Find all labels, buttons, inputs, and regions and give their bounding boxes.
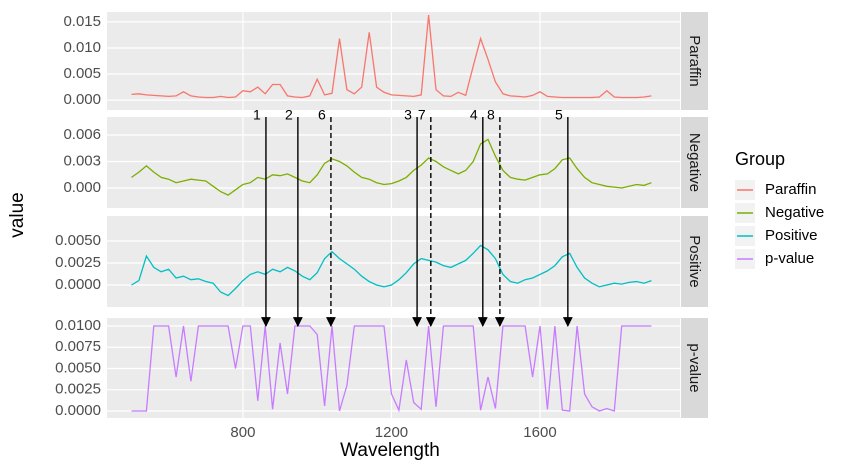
strip-background: [681, 117, 708, 208]
annotation-label: 7: [418, 107, 426, 123]
strip-background: [681, 318, 708, 418]
x-tick-label: 1200: [375, 424, 408, 441]
series-line: [131, 138, 652, 196]
series-line: [131, 244, 652, 297]
legend-label: Negative: [765, 204, 824, 221]
y-tick-label: 0.0000: [55, 276, 101, 293]
y-tick-label: 0.000: [63, 179, 101, 196]
x-axis-title: Wavelength: [340, 440, 440, 461]
annotation-label: 3: [404, 107, 412, 123]
y-tick-label: 0.005: [63, 65, 101, 82]
y-tick-label: 0.003: [63, 152, 101, 169]
strip-label: Paraffin: [686, 35, 703, 86]
annotation-label: 5: [555, 107, 563, 123]
legend-label: Positive: [765, 227, 818, 244]
y-axis-title: value: [7, 192, 28, 237]
y-tick-label: 0.0000: [55, 402, 101, 419]
y-tick-label: 0.0025: [55, 254, 101, 271]
y-tick-label: 0.015: [63, 13, 101, 30]
series-line: [131, 325, 652, 413]
x-tick-label: 800: [230, 424, 255, 441]
y-tick-label: 0.006: [63, 126, 101, 143]
y-tick-label: 0.010: [63, 39, 101, 56]
strip-background: [681, 12, 708, 110]
strip-label: Negative: [686, 133, 703, 192]
y-tick-label: 0.0100: [55, 317, 101, 334]
annotation-label: 8: [487, 107, 495, 123]
y-tick-label: 0.0025: [55, 381, 101, 398]
annotation-label: 2: [285, 107, 293, 123]
x-tick-label: 1600: [523, 424, 556, 441]
y-tick-label: 0.0050: [55, 232, 101, 249]
panel-background: [107, 216, 680, 307]
series-line: [131, 15, 652, 99]
strip-background: [681, 216, 708, 307]
annotation-label: 6: [318, 107, 326, 123]
annotation-label: 4: [470, 107, 478, 123]
legend-label: Paraffin: [765, 181, 816, 198]
strip-label: Positive: [686, 235, 703, 288]
legend-label: p-value: [765, 250, 814, 267]
annotation-label: 1: [253, 107, 261, 123]
panel-background: [107, 117, 680, 208]
panel-background: [107, 12, 680, 110]
strip-label: p-value: [686, 343, 703, 392]
y-tick-label: 0.0075: [55, 338, 101, 355]
y-tick-label: 0.000: [63, 91, 101, 108]
legend-title: Group: [735, 149, 785, 169]
y-tick-label: 0.0050: [55, 359, 101, 376]
